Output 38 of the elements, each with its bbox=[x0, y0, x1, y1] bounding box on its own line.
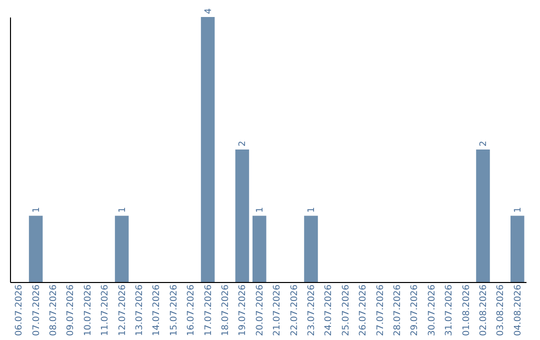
data-label: 1 bbox=[255, 207, 266, 213]
x-tick-label: 12.07.2026 bbox=[118, 284, 128, 336]
x-tick-label: 07.07.2026 bbox=[32, 284, 42, 336]
data-label: 2 bbox=[238, 140, 248, 146]
x-tick-label: 28.07.2026 bbox=[393, 284, 403, 336]
x-tick-label: 27.07.2026 bbox=[376, 284, 386, 336]
data-label: 1 bbox=[32, 207, 42, 213]
x-tick-label: 15.07.2026 bbox=[169, 284, 180, 336]
x-tick-label: 09.07.2026 bbox=[66, 284, 76, 336]
x-tick-label: 11.07.2026 bbox=[100, 284, 111, 336]
x-tick-label: 31.07.2026 bbox=[444, 284, 455, 336]
x-tick-label: 16.07.2026 bbox=[186, 284, 197, 336]
data-label: 2 bbox=[479, 140, 489, 146]
x-tick-label: 24.07.2026 bbox=[324, 284, 334, 336]
x-tick-label: 18.07.2026 bbox=[221, 284, 231, 336]
x-tick-label: 03.08.2026 bbox=[496, 284, 506, 336]
x-tick-label: 02.08.2026 bbox=[479, 284, 489, 336]
x-tick-label: 19.07.2026 bbox=[238, 284, 248, 336]
x-tick-label: 13.07.2026 bbox=[135, 284, 145, 336]
x-tick-label: 10.07.2026 bbox=[83, 284, 94, 336]
x-tick-label: 22.07.2026 bbox=[290, 284, 300, 336]
x-tick-label: 01.08.2026 bbox=[462, 284, 472, 336]
x-tick-label: 04.08.2026 bbox=[513, 284, 524, 336]
x-tick-label: 06.07.2026 bbox=[14, 284, 25, 336]
x-tick-label: 30.07.2026 bbox=[427, 284, 438, 336]
data-label: 1 bbox=[118, 207, 128, 213]
x-tick-label: 20.07.2026 bbox=[255, 284, 266, 336]
x-tick-label: 14.07.2026 bbox=[152, 284, 162, 336]
data-label: 4 bbox=[204, 8, 214, 14]
x-tick-label: 25.07.2026 bbox=[341, 284, 352, 336]
x-tick-label: 26.07.2026 bbox=[358, 284, 369, 336]
x-tick-label: 08.07.2026 bbox=[49, 284, 59, 336]
x-tick-label: 21.07.2026 bbox=[272, 284, 283, 336]
x-tick-label: 29.07.2026 bbox=[410, 284, 420, 336]
data-label: 1 bbox=[307, 207, 317, 213]
data-label: 1 bbox=[513, 207, 524, 213]
x-tick-label: 23.07.2026 bbox=[307, 284, 317, 336]
x-tick-label: 17.07.2026 bbox=[204, 284, 214, 336]
